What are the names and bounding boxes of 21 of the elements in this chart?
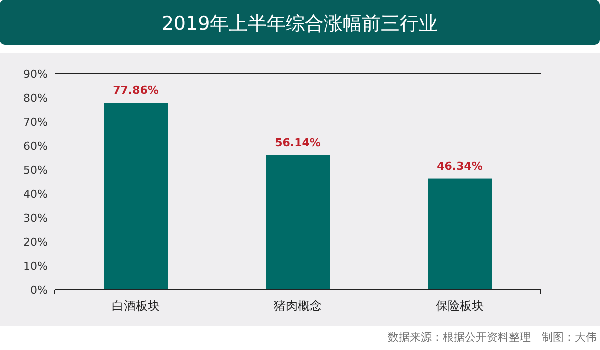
y-tick-label: 50% [24,164,48,177]
bar [266,155,330,290]
y-tick-label: 0% [30,284,48,297]
chart-title: 2019年上半年综合涨幅前三行业 [162,13,438,35]
y-tick-label: 90% [24,68,48,81]
x-tick-label: 保险板块 [436,299,484,313]
bar [104,103,168,290]
y-tick-label: 40% [24,188,48,201]
data-label: 77.86% [113,84,159,98]
y-tick-label: 60% [24,140,48,153]
data-label: 46.34% [437,160,483,173]
y-tick-label: 20% [24,236,48,249]
x-tick-label: 白酒板块 [112,299,160,313]
y-tick-label: 80% [24,92,48,105]
y-tick-label: 70% [24,116,48,129]
y-tick-label: 10% [24,260,48,273]
source-note: 数据来源：根据公开资料整理 制图：大伟 [388,331,597,344]
y-tick-label: 30% [24,212,48,225]
bar [428,178,492,290]
data-label: 56.14% [275,136,321,150]
x-tick-label: 猪肉概念 [274,299,322,313]
